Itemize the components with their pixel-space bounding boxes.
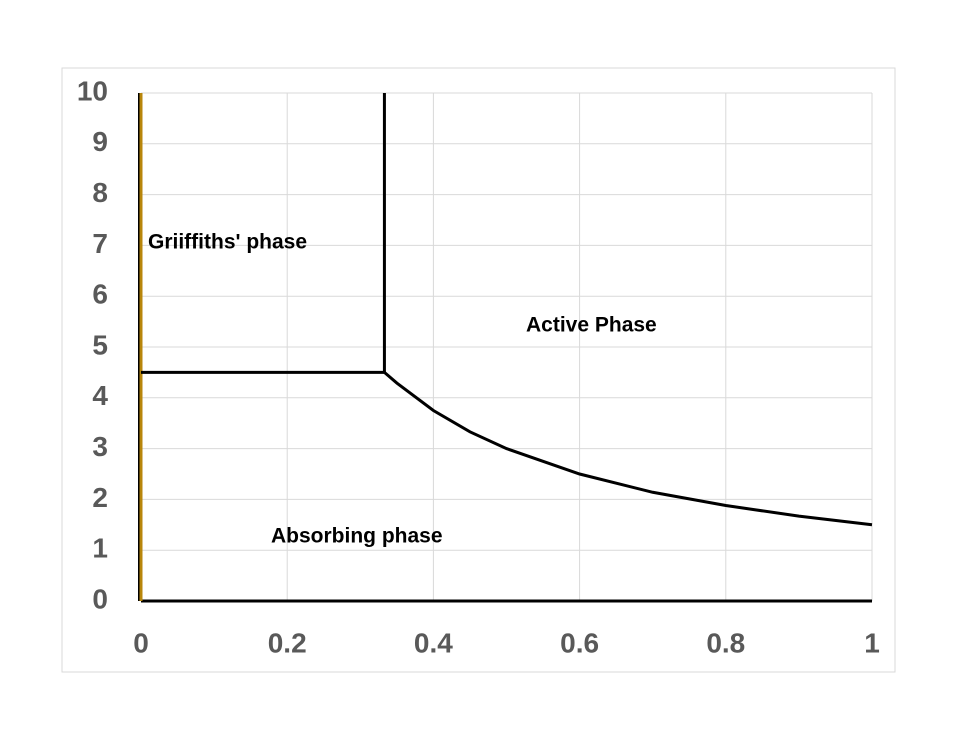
y-tick-label: 4 (92, 380, 108, 411)
annotation: Active Phase (526, 314, 657, 337)
annotation: Griiffiths' phase (148, 231, 307, 254)
y-tick-label: 2 (92, 482, 108, 513)
y-tick-label: 6 (92, 279, 108, 310)
x-tick-label: 0.2 (268, 627, 307, 658)
y-tick-label: 7 (92, 228, 108, 259)
chart-border (61, 67, 896, 673)
boundary-line (383, 371, 873, 527)
annotation: Absorbing phase (271, 525, 443, 548)
y-tick-label: 3 (92, 431, 108, 462)
x-tick-label: 0.4 (414, 627, 453, 658)
y-tick-label: 10 (77, 75, 108, 106)
y-tick-label: 0 (92, 583, 108, 614)
y-tick-label: 8 (92, 177, 108, 208)
y-tick-label: 1 (92, 533, 108, 564)
x-tick-label: 1 (864, 627, 880, 658)
x-tick-label: 0.6 (560, 627, 599, 658)
y-tick-label: 9 (92, 126, 108, 157)
x-tick-label: 0.8 (706, 627, 745, 658)
x-tick-label: 0 (133, 627, 149, 658)
y-tick-label: 5 (92, 329, 108, 360)
